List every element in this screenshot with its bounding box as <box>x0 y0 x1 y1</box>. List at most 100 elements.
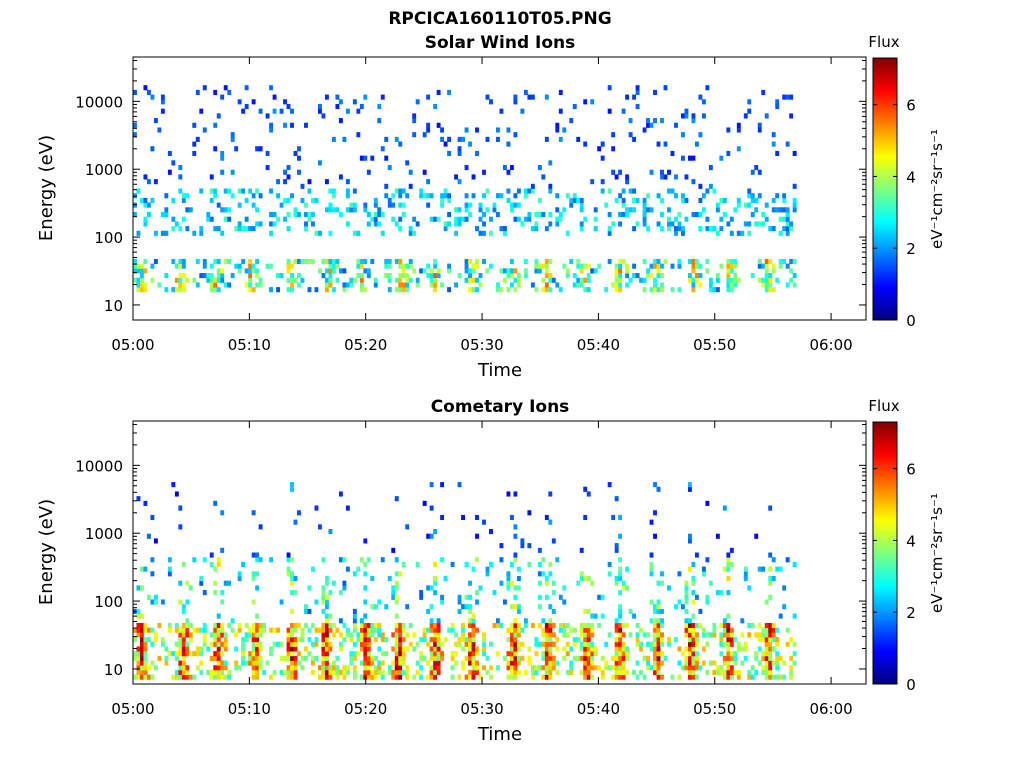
heatmap-cell <box>478 585 483 591</box>
heatmap-cell <box>279 641 284 647</box>
heatmap-cell <box>206 216 211 222</box>
heatmap-cell <box>304 221 308 227</box>
heatmap-cell <box>558 211 563 218</box>
heatmap-cell <box>167 571 172 577</box>
heatmap-cell <box>590 580 595 586</box>
heatmap-cell <box>583 641 588 647</box>
heatmap-cell <box>143 622 148 629</box>
heatmap-cell <box>548 160 553 166</box>
heatmap-cell <box>220 277 225 283</box>
heatmap-cell <box>366 622 371 629</box>
heatmap-cell <box>576 263 581 269</box>
heatmap-cell <box>681 193 685 199</box>
heatmap-cell <box>133 263 137 269</box>
heatmap-cell <box>216 632 221 638</box>
heatmap-cell <box>429 622 434 629</box>
heatmap-cell <box>513 552 518 558</box>
heatmap-cell <box>513 94 518 100</box>
heatmap-cell <box>342 136 347 142</box>
heatmap-cell <box>450 655 455 661</box>
heatmap-cell <box>726 561 731 567</box>
heatmap-cell <box>335 674 340 680</box>
heatmap-cell <box>726 641 731 647</box>
heatmap-cell <box>223 580 228 586</box>
heatmap-cell <box>398 651 403 657</box>
heatmap-cell <box>160 230 165 236</box>
heatmap-cell <box>548 641 553 647</box>
heatmap-cell <box>513 557 518 563</box>
heatmap-cell <box>181 561 186 567</box>
heatmap-cell <box>548 519 553 525</box>
heatmap-cell <box>740 646 745 652</box>
heatmap-cell <box>747 585 752 591</box>
heatmap-cell <box>408 641 413 647</box>
heatmap-cell <box>373 604 378 610</box>
heatmap-cell <box>516 608 521 614</box>
heatmap-cell <box>345 179 350 185</box>
heatmap-cell <box>335 669 340 676</box>
heatmap-cell <box>621 258 626 265</box>
heatmap-cell <box>562 599 567 605</box>
heatmap-cell <box>729 263 734 269</box>
heatmap-cell <box>621 632 626 638</box>
heatmap-cell <box>290 665 294 671</box>
heatmap-cell <box>401 660 406 666</box>
heatmap-cell <box>345 632 350 638</box>
heatmap-cell <box>185 622 190 629</box>
heatmap-cell <box>436 655 441 661</box>
heatmap-cell <box>569 665 574 671</box>
heatmap-cell <box>694 660 699 666</box>
heatmap-cell <box>646 641 650 647</box>
heatmap-cell <box>401 655 406 661</box>
heatmap-cell <box>579 641 584 647</box>
heatmap-cell <box>792 150 797 157</box>
heatmap-cell <box>534 221 539 227</box>
heatmap-cell <box>614 641 619 647</box>
panel-title: Solar Wind Ions <box>425 33 576 53</box>
heatmap-cell <box>646 122 650 128</box>
heatmap-cell <box>241 258 246 265</box>
heatmap-cell <box>513 202 518 208</box>
heatmap-cell <box>660 197 664 203</box>
heatmap-cell <box>646 268 650 274</box>
heatmap-cell <box>331 622 336 629</box>
heatmap-cell <box>736 197 741 203</box>
heatmap-cell <box>377 622 382 629</box>
heatmap-cell <box>789 655 794 661</box>
heatmap-cell <box>178 505 183 511</box>
heatmap-cell <box>719 632 724 638</box>
heatmap-cell <box>642 216 647 222</box>
heatmap-cell <box>335 207 340 213</box>
heatmap-cell <box>729 669 734 676</box>
heatmap-cell <box>136 646 141 652</box>
heatmap-cell <box>572 282 577 288</box>
heatmap-cell <box>290 674 294 680</box>
heatmap-cell <box>502 268 507 274</box>
heatmap-cell <box>447 136 452 142</box>
heatmap-cell <box>363 94 368 100</box>
heatmap-cell <box>733 273 738 279</box>
heatmap-cell <box>433 273 438 279</box>
heatmap-cell <box>324 618 329 624</box>
heatmap-cell <box>471 674 476 680</box>
heatmap-cell <box>363 655 368 661</box>
colorbar-tick-label: 2 <box>906 240 916 258</box>
heatmap-cell <box>251 646 256 652</box>
heatmap-cell <box>764 263 769 269</box>
heatmap-cell <box>614 547 619 553</box>
heatmap-cell <box>436 660 441 666</box>
heatmap-cell <box>782 94 787 100</box>
heatmap-cell <box>213 655 218 661</box>
heatmap-cell <box>324 580 329 586</box>
heatmap-cell <box>133 258 137 265</box>
heatmap-cell <box>324 287 329 293</box>
heatmap-cell <box>433 646 438 652</box>
heatmap-cell <box>687 622 692 629</box>
heatmap-cell <box>363 258 368 265</box>
colorbar-label: Flux <box>868 33 899 51</box>
heatmap-cell <box>237 622 242 629</box>
heatmap-cell <box>600 594 605 600</box>
heatmap-cell <box>202 127 207 133</box>
heatmap-cell <box>687 566 692 572</box>
heatmap-cell <box>471 669 476 676</box>
